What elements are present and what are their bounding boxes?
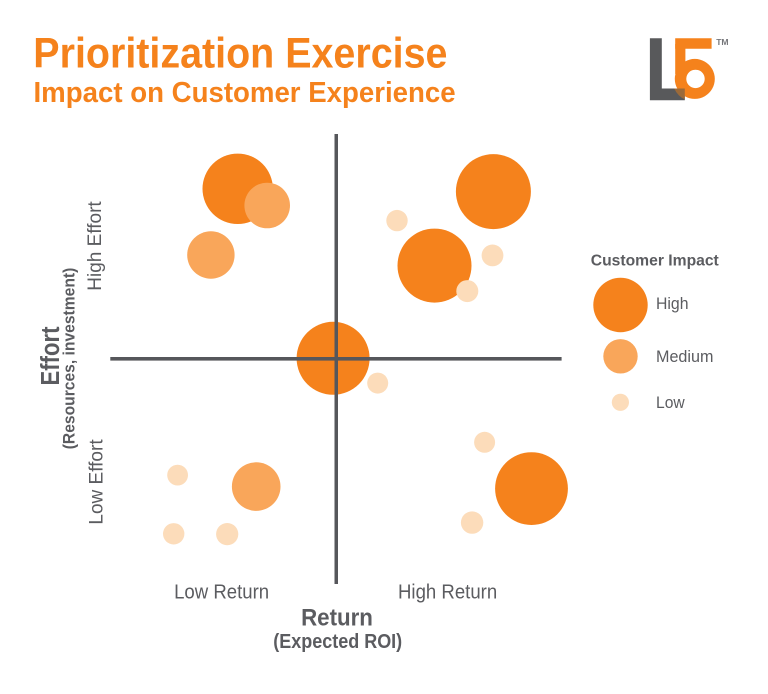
svg-text:Medium: Medium (656, 347, 713, 366)
svg-text:Customer Impact: Customer Impact (591, 252, 720, 269)
svg-text:Effort: Effort (36, 327, 65, 386)
svg-text:(Resources, investment): (Resources, investment) (60, 268, 79, 450)
svg-text:High: High (656, 294, 689, 313)
svg-text:Low: Low (656, 393, 685, 412)
svg-text:Return: Return (301, 604, 373, 631)
svg-text:Impact on Customer Experience: Impact on Customer Experience (34, 76, 456, 109)
svg-text:Low Effort: Low Effort (86, 439, 107, 525)
svg-text:(Expected ROI): (Expected ROI) (273, 631, 402, 653)
svg-text:High Return: High Return (398, 582, 497, 604)
svg-text:Low Return: Low Return (174, 582, 269, 604)
svg-text:High Effort: High Effort (85, 201, 106, 291)
svg-text:Prioritization Exercise: Prioritization Exercise (33, 29, 447, 77)
svg-text:TM: TM (716, 37, 728, 47)
